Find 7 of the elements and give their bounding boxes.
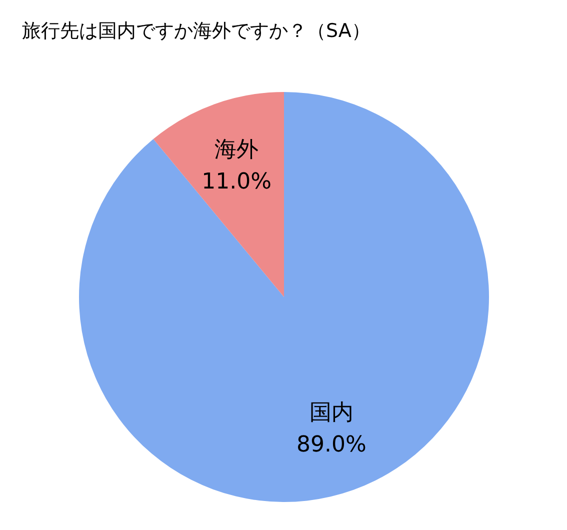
- pie-slice: [79, 92, 489, 502]
- slice-label: 海外: [214, 137, 259, 162]
- data-label: 11.0%: [202, 169, 272, 194]
- chart-title: 旅行先は国内ですか海外ですか？（SA）: [22, 20, 370, 42]
- data-label: 89.0%: [296, 432, 366, 458]
- slice-label: 国内: [309, 400, 354, 426]
- pie-slice: [153, 92, 284, 297]
